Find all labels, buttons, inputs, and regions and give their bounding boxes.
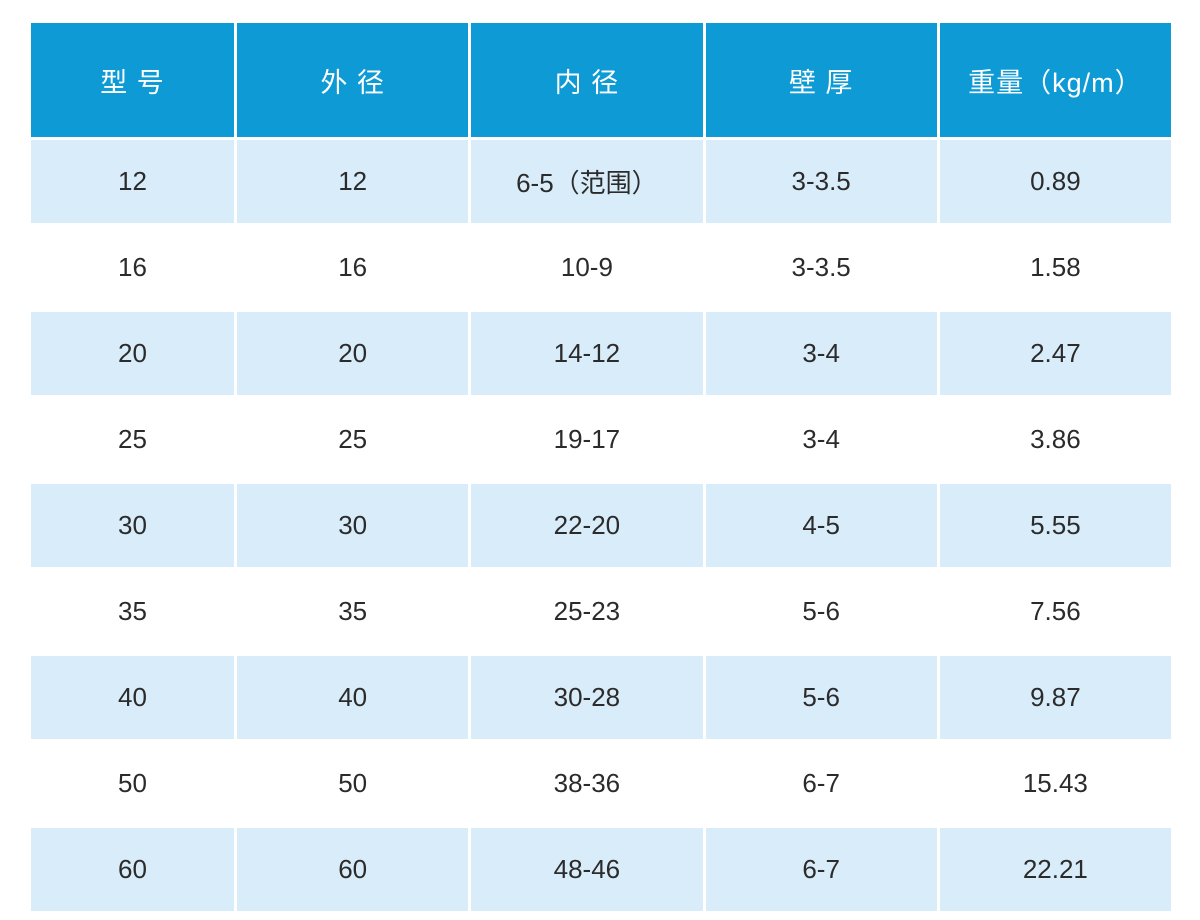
table-cell-wall-thickness: 3-4 (705, 398, 937, 481)
table-cell-inner-diameter: 10-9 (471, 226, 703, 309)
table-row: 12 12 6-5（范围） 3-3.5 0.89 (31, 140, 1171, 223)
table-row: 60 60 48-46 6-7 22.21 (31, 828, 1171, 911)
table-cell-wall-thickness: 3-4 (705, 312, 937, 395)
table-cell-inner-diameter: 19-17 (471, 398, 703, 481)
table-cell-model: 50 (31, 742, 235, 825)
table-cell-weight-kg-per-m: 0.89 (939, 140, 1171, 223)
table-row: 30 30 22-20 4-5 5.55 (31, 484, 1171, 567)
table-cell-model: 16 (31, 226, 235, 309)
header-cell-wall-thickness: 壁 厚 (705, 23, 937, 137)
table-row: 50 50 38-36 6-7 15.43 (31, 742, 1171, 825)
table-cell-outer-diameter: 35 (237, 570, 469, 653)
table-cell-weight-kg-per-m: 3.86 (939, 398, 1171, 481)
header-cell-outer-diameter: 外 径 (237, 23, 469, 137)
table-cell-wall-thickness: 3-3.5 (705, 140, 937, 223)
header-cell-model: 型 号 (31, 23, 235, 137)
table-cell-model: 60 (31, 828, 235, 911)
table-cell-model: 20 (31, 312, 235, 395)
table-cell-wall-thickness: 3-3.5 (705, 226, 937, 309)
header-row: 型 号 外 径 内 径 壁 厚 重量（kg/m） (31, 23, 1171, 137)
table-cell-wall-thickness: 5-6 (705, 656, 937, 739)
table-cell-weight-kg-per-m: 1.58 (939, 226, 1171, 309)
table-cell-weight-kg-per-m: 2.47 (939, 312, 1171, 395)
table-cell-outer-diameter: 16 (237, 226, 469, 309)
table-row: 25 25 19-17 3-4 3.86 (31, 398, 1171, 481)
table-cell-inner-diameter: 48-46 (471, 828, 703, 911)
table-cell-outer-diameter: 40 (237, 656, 469, 739)
table-cell-model: 25 (31, 398, 235, 481)
table-cell-inner-diameter: 30-28 (471, 656, 703, 739)
table-cell-model: 30 (31, 484, 235, 567)
table-cell-outer-diameter: 50 (237, 742, 469, 825)
table-row: 16 16 10-9 3-3.5 1.58 (31, 226, 1171, 309)
table-row: 35 35 25-23 5-6 7.56 (31, 570, 1171, 653)
table-body: 12 12 6-5（范围） 3-3.5 0.89 16 16 10-9 3-3.5 1.58 20 2… (31, 140, 1171, 911)
table-cell-wall-thickness: 4-5 (705, 484, 937, 567)
table-cell-inner-diameter: 6-5（范围） (471, 140, 703, 223)
header-cell-inner-diameter: 内 径 (471, 23, 703, 137)
table-cell-weight-kg-per-m: 7.56 (939, 570, 1171, 653)
table-cell-wall-thickness: 5-6 (705, 570, 937, 653)
table-header: 型 号 外 径 内 径 壁 厚 重量（kg/m） (31, 23, 1171, 137)
table-cell-wall-thickness: 6-7 (705, 828, 937, 911)
table-cell-wall-thickness: 6-7 (705, 742, 937, 825)
table-cell-weight-kg-per-m: 9.87 (939, 656, 1171, 739)
table-row: 40 40 30-28 5-6 9.87 (31, 656, 1171, 739)
table-cell-outer-diameter: 12 (237, 140, 469, 223)
table-cell-outer-diameter: 25 (237, 398, 469, 481)
product-spec-table: 型 号 外 径 内 径 壁 厚 重量（kg/m） 12 12 6-5（范围） 3-3.… (28, 20, 1174, 914)
table-cell-outer-diameter: 60 (237, 828, 469, 911)
header-cell-weight: 重量（kg/m） (939, 23, 1171, 137)
table-cell-outer-diameter: 30 (237, 484, 469, 567)
table-cell-outer-diameter: 20 (237, 312, 469, 395)
table-cell-weight-kg-per-m: 15.43 (939, 742, 1171, 825)
table-cell-inner-diameter: 14-12 (471, 312, 703, 395)
table-cell-inner-diameter: 25-23 (471, 570, 703, 653)
table-cell-model: 12 (31, 140, 235, 223)
table-row: 20 20 14-12 3-4 2.47 (31, 312, 1171, 395)
table-cell-inner-diameter: 22-20 (471, 484, 703, 567)
table-cell-weight-kg-per-m: 5.55 (939, 484, 1171, 567)
table-cell-model: 35 (31, 570, 235, 653)
table-cell-weight-kg-per-m: 22.21 (939, 828, 1171, 911)
table-cell-inner-diameter: 38-36 (471, 742, 703, 825)
table-cell-model: 40 (31, 656, 235, 739)
